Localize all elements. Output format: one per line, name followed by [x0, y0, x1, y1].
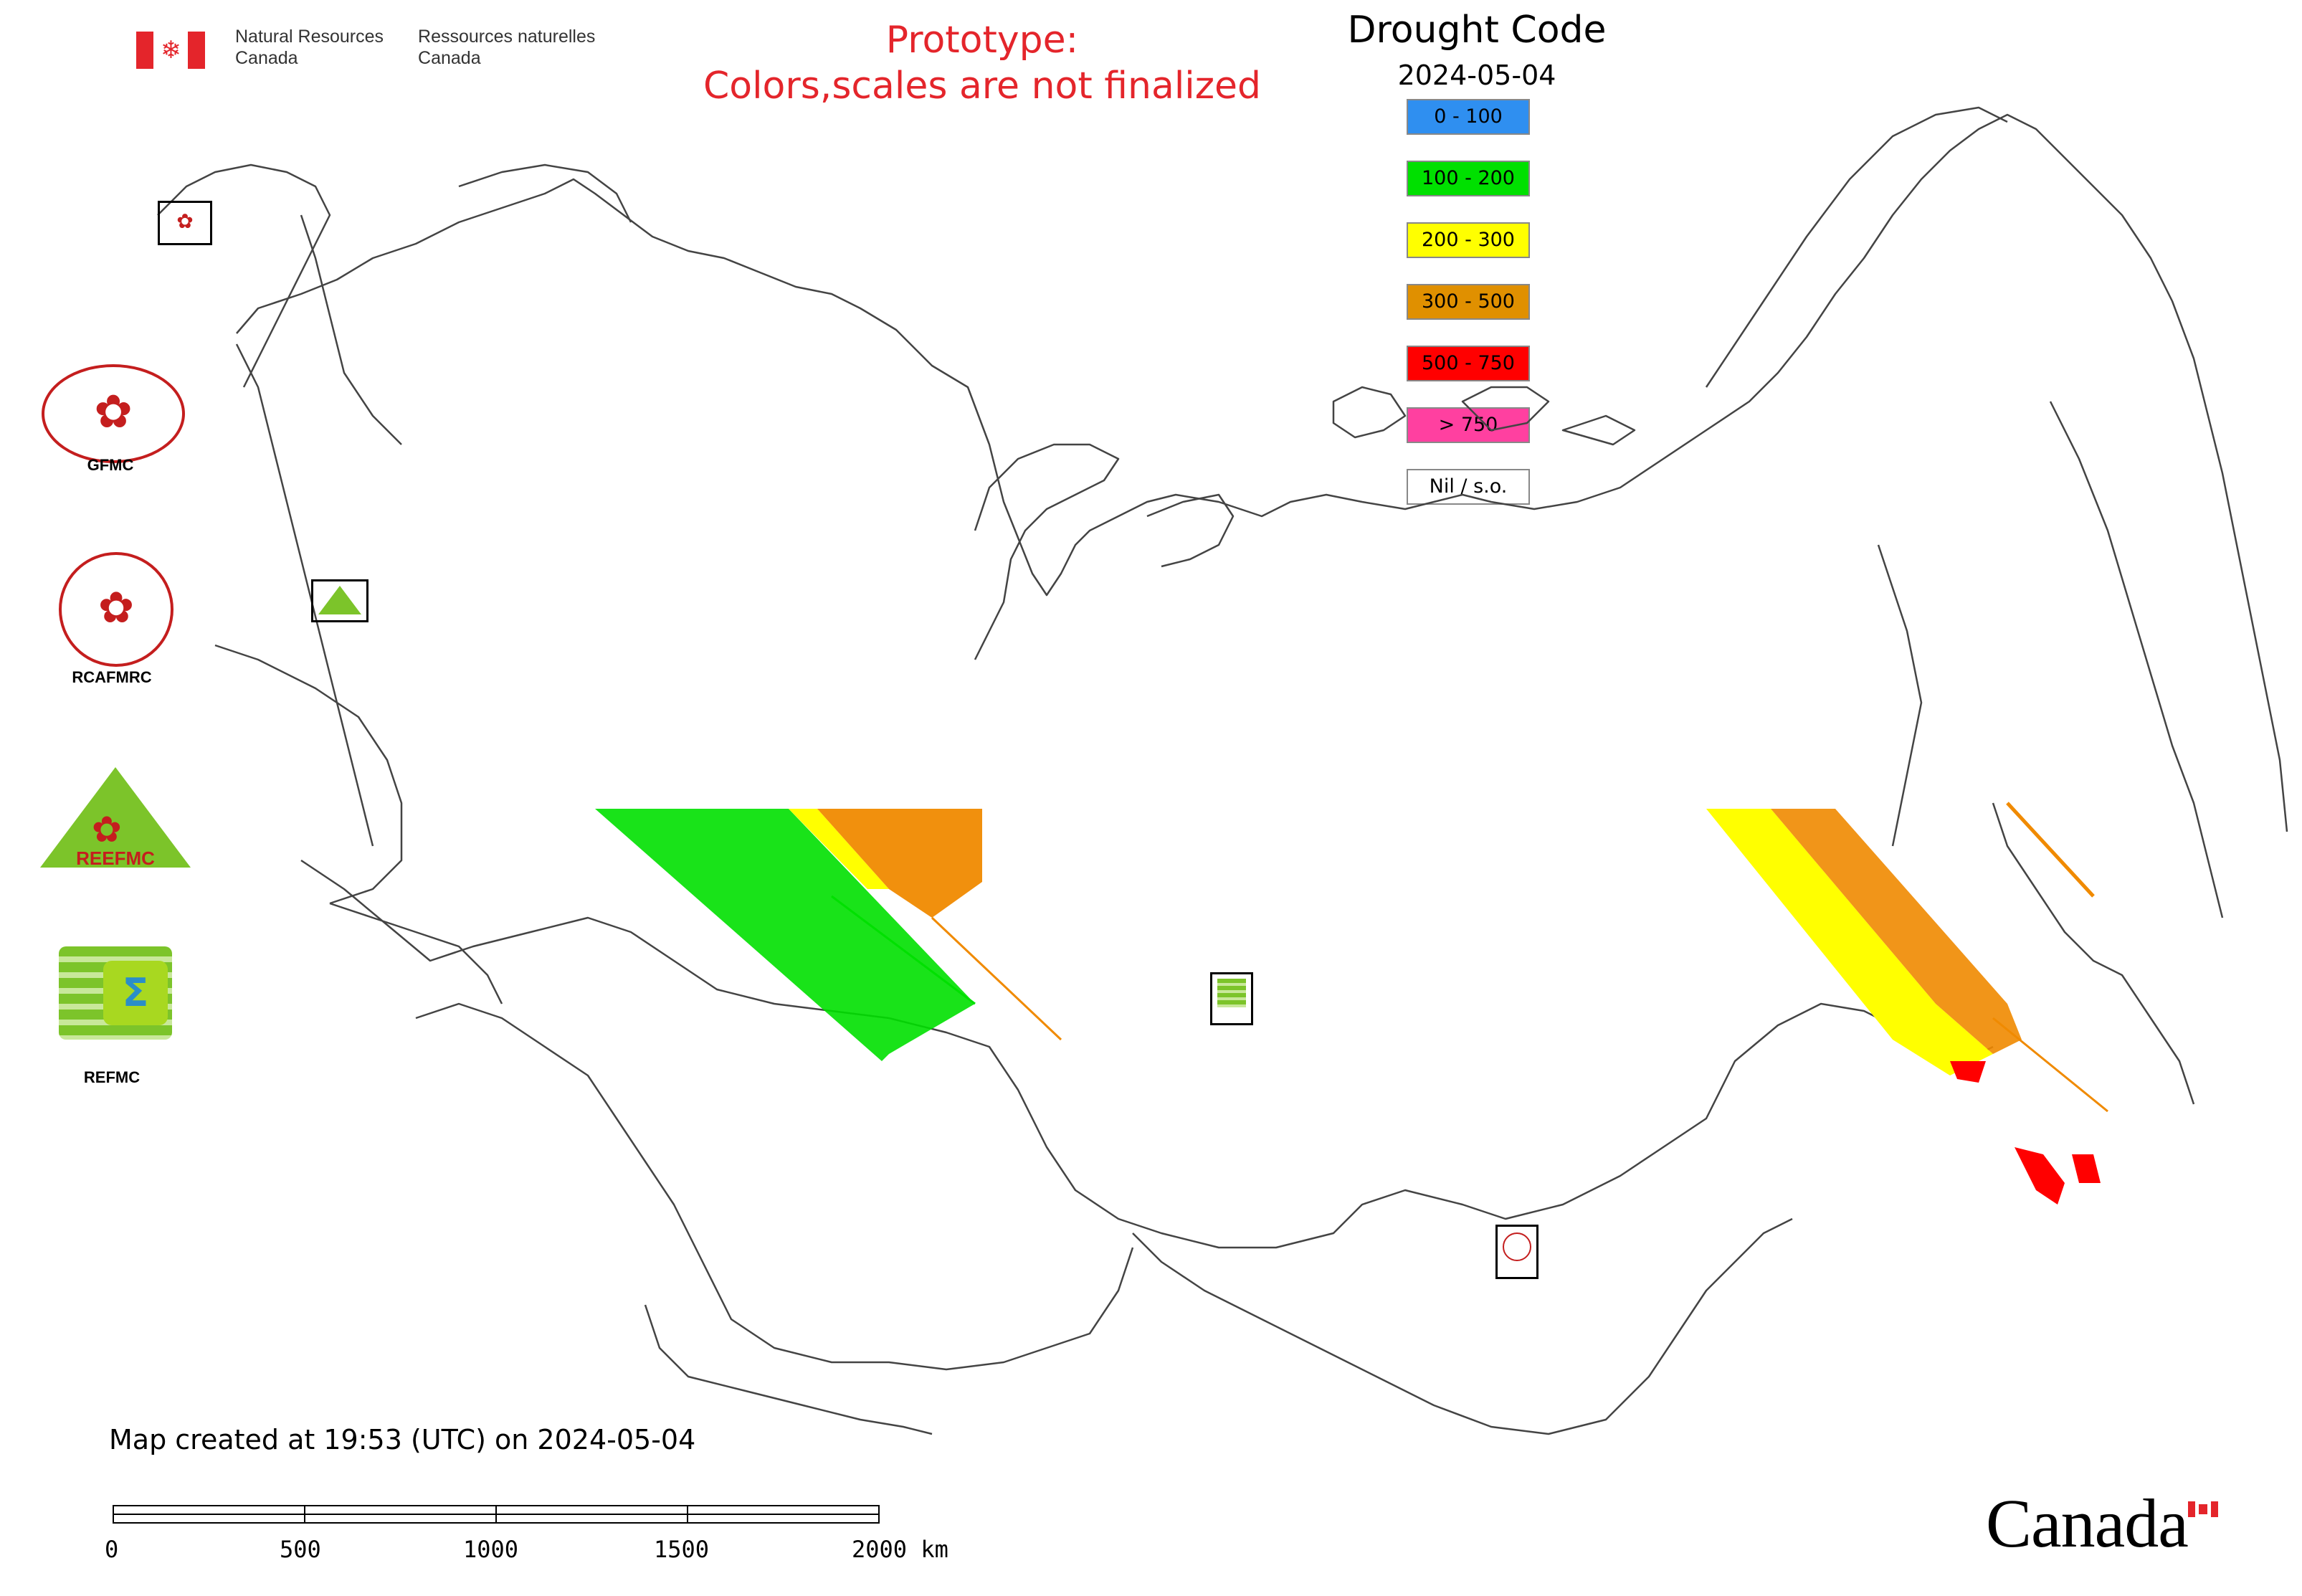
legend: Drought Code 2024-05-04	[1305, 0, 1649, 93]
gov-name-english: Natural Resources Canada	[235, 27, 384, 68]
legend-item-100-200: 100 - 200	[1407, 161, 1530, 196]
severnaya-zemlya	[1332, 386, 1407, 439]
dc-orange-west	[817, 809, 982, 918]
kamchatka-outline	[2049, 401, 2224, 918]
gfmc-logo-icon: ✿	[42, 364, 185, 463]
scale-label-500: 500	[280, 1536, 321, 1563]
finland-border	[300, 214, 402, 445]
mongolia-border	[1132, 1217, 1793, 1435]
sakhalin-outline	[1992, 802, 2195, 1105]
dc-orange-streak-west	[931, 916, 1062, 1041]
gov-name-french: Ressources naturelles Canada	[418, 27, 596, 68]
canada-flag-icon: ❄	[136, 32, 205, 69]
legend-item-nil: Nil / s.o.	[1407, 469, 1530, 505]
central-asia-border	[644, 1304, 933, 1435]
taymyr-coast	[1146, 493, 1235, 568]
legend-item-0-100: 0 - 100	[1407, 99, 1530, 135]
map-created-caption: Map created at 19:53 (UTC) on 2024-05-04	[109, 1424, 696, 1455]
drought-data-east	[1706, 802, 2108, 1205]
legend-item-over-750: > 750	[1407, 407, 1530, 443]
refmc-map-marker	[1210, 972, 1253, 1025]
scandinavia-outline	[157, 163, 331, 388]
rcafmrc-logo-icon: ✿	[59, 552, 173, 667]
rcafmrc-map-marker	[1495, 1225, 1538, 1279]
kola-outline	[458, 163, 632, 223]
reefmc-map-marker	[311, 579, 368, 622]
legend-item-200-300: 200 - 300	[1407, 222, 1530, 258]
wrangel-island	[1561, 414, 1636, 446]
dc-green-streak-west	[831, 895, 976, 1005]
new-siberian-islands	[1461, 386, 1550, 432]
novaya-zemlya	[974, 443, 1120, 660]
russia-southern-border	[300, 859, 1994, 1249]
prototype-notice-line1: Prototype:	[885, 19, 1079, 62]
legend-items: 0 - 100 100 - 200 200 - 300 300 - 500 50…	[1305, 0, 1649, 516]
prototype-notice-line2: Colors,scales are not finalized	[703, 65, 1262, 108]
reefmc-logo-icon: ✿ REEFMC	[40, 767, 191, 869]
dc-red-amur	[1950, 1061, 1986, 1083]
legend-item-300-500: 300 - 500	[1407, 284, 1530, 320]
rcafmrc-label: RCAFMRC	[72, 668, 152, 686]
legend-date: 2024-05-04	[1397, 60, 1556, 91]
gfmc-label: GFMC	[87, 456, 134, 474]
baltic-belarus-borders	[235, 343, 374, 847]
dc-yellow-west	[789, 809, 889, 889]
ukraine-border	[214, 644, 403, 905]
dc-yellow-east	[1706, 809, 1993, 1075]
scale-label-1500: 1500	[654, 1536, 710, 1563]
refmc-logo-icon: Σ	[59, 946, 172, 1040]
canada-wordmark-flag-icon	[2188, 1501, 2218, 1517]
dc-orange-east	[1771, 809, 2022, 1054]
caucasus-border	[329, 902, 503, 1004]
reefmc-logo-text: REEFMC	[76, 847, 155, 869]
legend-item-500-750: 500 - 750	[1407, 346, 1530, 381]
kazakhstan-border	[415, 1002, 1134, 1371]
scale-bar	[113, 1505, 880, 1524]
chukotka-coast	[1705, 106, 2008, 388]
dc-orange-streak-okhotsk	[2006, 802, 2095, 898]
russia-coastline	[236, 113, 2288, 832]
dc-red-primorye-1	[2015, 1147, 2065, 1205]
prototype-notice: Prototype: Colors,scales are not finaliz…	[645, 17, 1319, 109]
government-signature: ❄ Natural Resources Canada Ressources na…	[136, 26, 629, 69]
scale-label-1000: 1000	[463, 1536, 519, 1563]
dc-red-primorye-2	[2072, 1154, 2101, 1183]
scale-label-2000: 2000 km	[852, 1536, 948, 1563]
drought-data-west	[595, 809, 1062, 1061]
gfmc-map-marker: ✿	[158, 201, 212, 245]
okhotsk-coast	[1877, 544, 1923, 847]
refmc-label: REFMC	[83, 1068, 141, 1086]
canada-wordmark: Canada	[1986, 1485, 2189, 1562]
legend-title: Drought Code	[1347, 9, 1607, 52]
dc-orange-streak-east	[1992, 1017, 2108, 1113]
dc-green-west	[595, 809, 975, 1061]
scale-label-0: 0	[105, 1536, 119, 1563]
